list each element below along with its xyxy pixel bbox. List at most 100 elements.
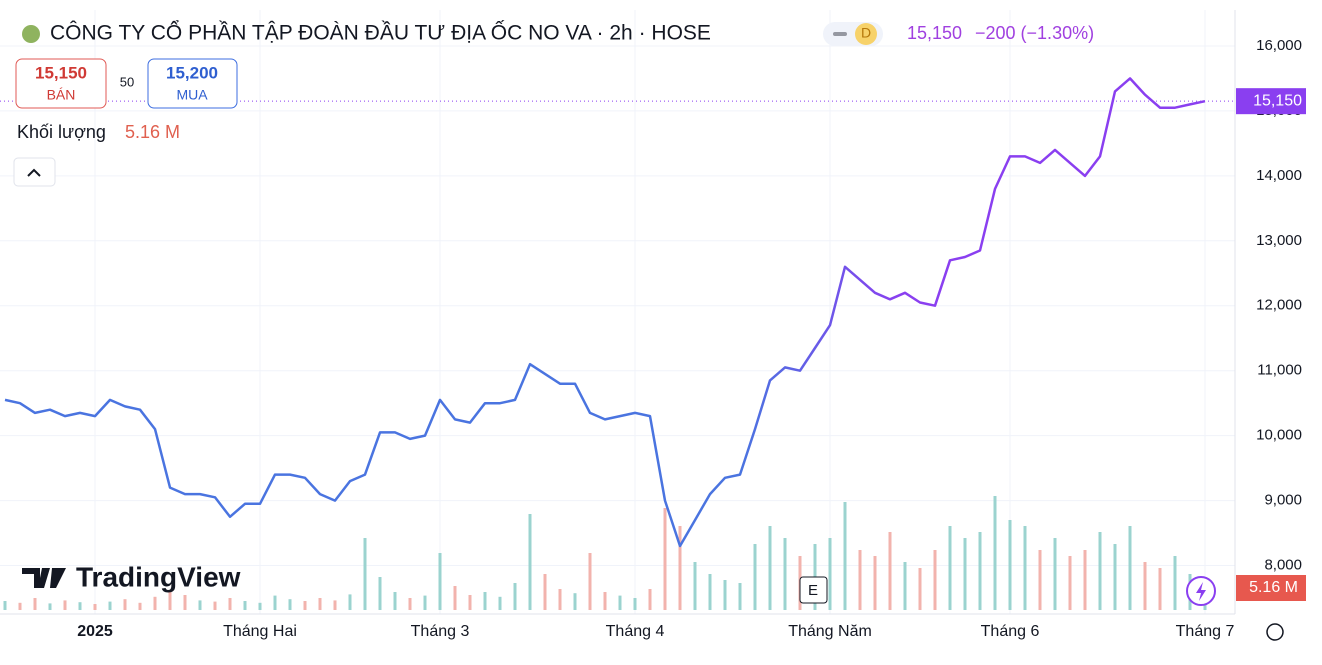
grid	[0, 10, 1235, 614]
volume-bar	[273, 595, 277, 610]
price-pane	[0, 77, 1235, 548]
volume-bar	[828, 538, 832, 610]
volume-bar	[123, 599, 127, 610]
badge-icon	[833, 32, 847, 36]
logo-text: TradingView	[76, 561, 241, 592]
volume-bar	[1038, 550, 1042, 610]
volume-bar	[438, 553, 442, 610]
volume-bar	[1098, 532, 1102, 610]
volume-bar	[138, 602, 142, 610]
volume-bar	[1173, 556, 1177, 610]
volume-bar	[228, 598, 232, 610]
symbol-icon	[22, 25, 40, 43]
last-price-tag-text: 15,150	[1253, 92, 1302, 109]
volume-bar	[93, 604, 97, 610]
volume-bar	[33, 598, 37, 610]
buy-button[interactable]	[147, 58, 238, 109]
volume-bar	[618, 595, 622, 610]
volume-bar	[198, 600, 202, 610]
volume-bar	[663, 508, 667, 610]
spread: 50	[120, 74, 134, 89]
y-tick-label: 16,000	[1256, 37, 1302, 54]
volume-bar	[1128, 526, 1132, 610]
volume-value: 5.16 M	[125, 122, 180, 142]
volume-bar	[708, 574, 712, 610]
volume-bar	[633, 598, 637, 610]
x-tick-label: Tháng Năm	[788, 623, 872, 640]
volume-bar	[48, 603, 52, 610]
volume-pane	[3, 496, 1207, 610]
volume-bar	[978, 532, 982, 610]
volume-bar	[768, 526, 772, 610]
collapse-icon	[27, 168, 41, 177]
y-tick-label: 13,000	[1256, 232, 1302, 249]
price: 15,150	[907, 23, 962, 43]
volume-bar	[423, 595, 427, 610]
axes: 8,000 9,000 10,000 11,000 12,000 13,000 14,000…	[77, 37, 1306, 640]
volume-tag-text: 5.16 M	[1249, 579, 1298, 596]
volume-bar	[153, 596, 157, 610]
volume-bar	[723, 580, 727, 610]
e-button[interactable]	[799, 576, 828, 604]
price-line	[4, 77, 1206, 548]
lightning-icon	[1196, 582, 1206, 601]
volume-bar	[678, 526, 682, 610]
volume-bar	[393, 592, 397, 610]
volume-bar	[258, 602, 262, 610]
y-tick-label: 9,000	[1264, 492, 1302, 509]
volume-bar	[318, 598, 322, 610]
volume-bar	[303, 601, 307, 610]
x-tick-label: Tháng 6	[981, 623, 1040, 640]
volume-bar	[918, 568, 922, 610]
volume-bar	[213, 601, 217, 610]
logo: TradingView	[22, 561, 241, 592]
volume-bar	[378, 577, 382, 610]
y-tick-label: 12,000	[1256, 297, 1302, 314]
volume-bar	[933, 550, 937, 610]
collapse-button[interactable]	[13, 157, 56, 187]
logo-mark	[22, 568, 66, 588]
volume-bar	[348, 594, 352, 610]
volume-bar	[963, 538, 967, 610]
volume-bar	[63, 600, 67, 610]
volume-bar	[1053, 538, 1057, 610]
volume-bar	[873, 556, 877, 610]
x-tick-label: Tháng Hai	[223, 623, 297, 640]
volume-bar	[993, 496, 997, 610]
volume-bar	[843, 502, 847, 610]
buy-price: 15,200	[166, 63, 218, 82]
e-text: E	[808, 582, 818, 599]
y-tick-label: 14,000	[1256, 167, 1302, 184]
volume-bar	[498, 596, 502, 610]
volume-bar	[288, 599, 292, 610]
sell-price: 15,150	[35, 63, 87, 82]
volume-bar	[1023, 526, 1027, 610]
symbol-title: CÔNG TY CỔ PHẦN TẬP ĐOÀN ĐẦU TƯ ĐỊA ỐC N…	[50, 21, 711, 45]
volume-bar	[1068, 556, 1072, 610]
volume-bar	[528, 514, 532, 610]
volume-label: Khối lượng	[17, 122, 106, 142]
volume-bar	[333, 600, 337, 610]
volume-bar	[738, 583, 742, 610]
x-tick-label: 2025	[77, 623, 113, 640]
change: −200 (−1.30%)	[975, 23, 1094, 43]
volume-bar	[1083, 550, 1087, 610]
volume-bar	[168, 592, 172, 610]
volume-bar	[543, 574, 547, 610]
settings-icon[interactable]	[1266, 623, 1284, 641]
volume-bar	[453, 586, 457, 610]
volume-bar	[483, 592, 487, 610]
sell-button[interactable]	[15, 58, 107, 109]
volume-bar	[603, 592, 607, 610]
volume-bar	[1008, 520, 1012, 610]
volume-bar	[888, 532, 892, 610]
badge-text: D	[861, 25, 871, 41]
x-tick-label: Tháng 3	[411, 623, 470, 640]
x-tick-label: Tháng 7	[1176, 623, 1235, 640]
volume-bar	[558, 589, 562, 610]
volume-bar	[1158, 568, 1162, 610]
badge-dot	[855, 23, 877, 45]
volume-bar	[183, 595, 187, 610]
